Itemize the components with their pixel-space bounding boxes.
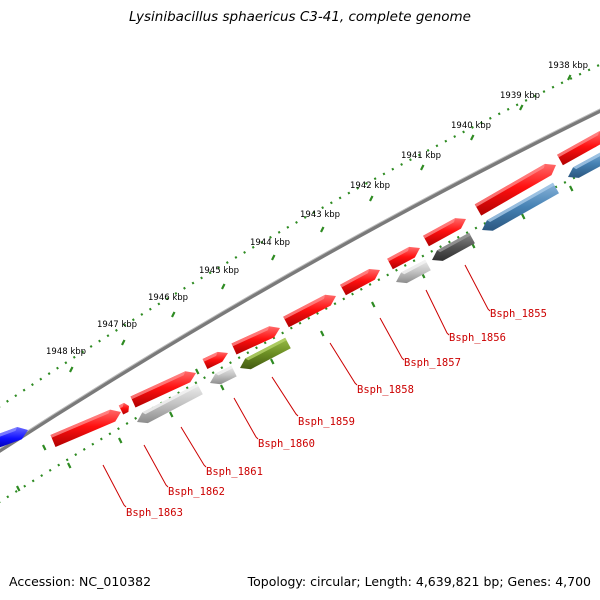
kbp-label: 1943 kbp [300, 210, 340, 220]
outer-major-tick [171, 311, 176, 318]
outer-major-tick [567, 74, 572, 81]
kbp-label: 1948 kbp [46, 347, 86, 357]
kbp-tick-marks [16, 74, 597, 492]
accession-label: Accession: [9, 574, 76, 589]
gene-arrow-1859[interactable] [283, 294, 336, 328]
gene-arrow-1854-rev[interactable] [568, 149, 600, 178]
gene-arrow-1862b[interactable] [118, 402, 129, 415]
outer-major-tick [221, 283, 226, 290]
gene-arrow-1862[interactable] [130, 371, 197, 408]
map-title: Lysinibacillus sphaericus C3-41, complet… [128, 9, 471, 25]
kbp-label: 1938 kbp [548, 61, 588, 71]
kbp-label: 1941 kbp [401, 151, 441, 161]
gene-label-leader [180, 426, 207, 468]
inner-major-tick [169, 411, 174, 418]
outer-major-tick [271, 254, 276, 261]
gene-features [0, 131, 600, 450]
gene-arrow-1861[interactable] [202, 351, 228, 369]
kbp-label: 1944 kbp [250, 238, 290, 248]
gene-arrow-1864[interactable] [0, 427, 28, 450]
accession-info: Accession: NC_010382 [9, 574, 151, 589]
inner-major-tick [220, 384, 225, 391]
outer-major-tick [320, 226, 325, 233]
inner-major-tick [195, 368, 200, 375]
inner-major-tick [371, 301, 376, 308]
kbp-label: 1945 kbp [199, 266, 239, 276]
outer-major-tick [470, 134, 475, 141]
gene-label[interactable]: Bsph_1863 [126, 507, 183, 519]
inner-major-tick [569, 185, 574, 192]
gene-label[interactable]: Bsph_1858 [357, 384, 414, 396]
gene-arrow-1859-rev[interactable] [240, 337, 291, 370]
kbp-label: 1946 kbp [148, 293, 188, 303]
gene-label-leader [379, 317, 405, 361]
gene-label[interactable]: Bsph_1862 [168, 486, 225, 498]
gene-label-leader [102, 464, 127, 508]
inner-major-tick [67, 462, 72, 469]
gene-arrow-1857-rev[interactable] [396, 259, 431, 284]
genome-summary: Topology: circular; Length: 4,639,821 bp… [247, 574, 591, 589]
gene-label-leaders [102, 264, 491, 508]
gene-arrow-1862-rev[interactable] [137, 383, 203, 424]
gene-arrow-1855-rev[interactable] [482, 182, 559, 231]
inner-major-tick [320, 330, 325, 337]
accession-value: NC_010382 [79, 574, 152, 589]
gene-label-leader [329, 342, 358, 386]
inner-major-tick [118, 437, 123, 444]
gene-arrow-1863[interactable] [50, 409, 122, 447]
gene-label[interactable]: Bsph_1857 [404, 357, 461, 369]
kbp-labels: 1938 kbp 1939 kbp 1940 kbp 1941 kbp 1942 kbp… [46, 61, 588, 357]
gene-arrow-1857[interactable] [387, 246, 420, 270]
gene-arrow-1860[interactable] [231, 326, 281, 355]
gene-label[interactable]: Bsph_1861 [206, 466, 263, 478]
inner-major-tick [16, 485, 21, 492]
gene-label-leader [143, 444, 169, 488]
inner-major-tick [42, 444, 47, 451]
gene-label-leader [271, 376, 299, 417]
gene-label[interactable]: Bsph_1860 [258, 438, 315, 450]
inner-major-tick [270, 358, 275, 365]
outer-major-tick [369, 195, 374, 202]
gene-labels: Bsph_1855 Bsph_1856 Bsph_1857 Bsph_1858 Bsph… [126, 308, 547, 519]
kbp-label: 1942 kbp [350, 181, 390, 191]
genome-backbone-highlight [0, 108, 600, 450]
outer-major-tick [420, 164, 425, 171]
gene-label[interactable]: Bsph_1859 [298, 416, 355, 428]
kbp-label: 1939 kbp [500, 91, 540, 101]
gene-arrow-1856-rev[interactable] [432, 232, 475, 261]
gene-label-leader [464, 264, 491, 312]
outer-tick-track [0, 63, 600, 408]
kbp-label: 1947 kbp [97, 320, 137, 330]
gene-label[interactable]: Bsph_1856 [449, 332, 506, 344]
gene-arrow-1858[interactable] [340, 269, 380, 296]
outer-major-tick [121, 339, 126, 346]
gene-label[interactable]: Bsph_1855 [490, 308, 547, 320]
gene-label-leader [425, 289, 450, 336]
gene-arrow-1855[interactable] [474, 163, 556, 216]
gene-arrow-1856[interactable] [423, 218, 466, 247]
outer-major-tick [69, 366, 74, 373]
outer-major-tick [519, 104, 524, 111]
genome-backbone [0, 108, 600, 453]
gene-label-leader [233, 397, 259, 440]
kbp-label: 1940 kbp [451, 121, 491, 131]
gene-arrow-1854[interactable] [557, 131, 600, 166]
gene-arrow-1860-rev[interactable] [210, 365, 237, 385]
inner-major-tick [521, 213, 526, 220]
